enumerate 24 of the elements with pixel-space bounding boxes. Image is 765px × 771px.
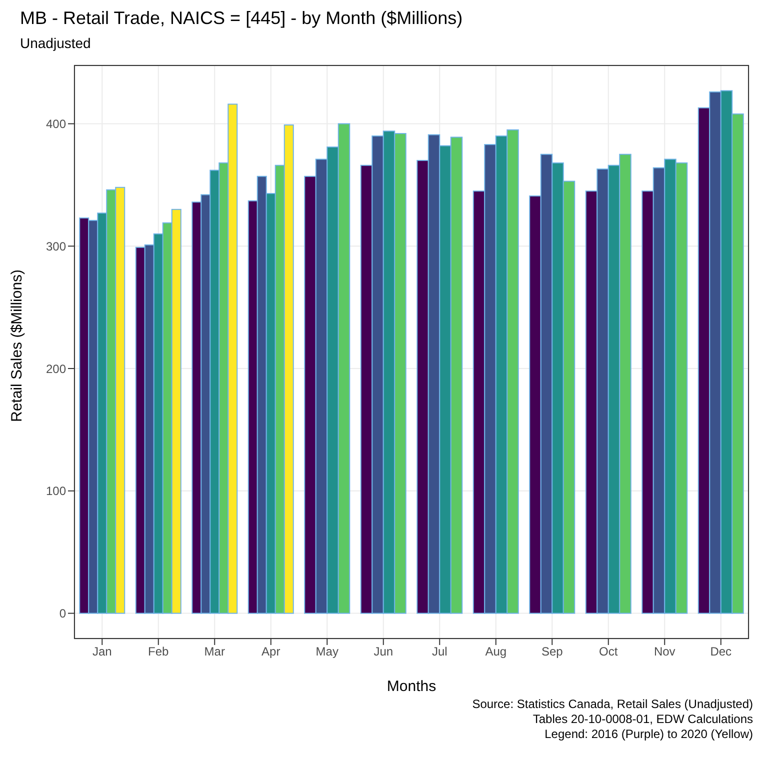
text: Tables 20-10-0008-01, EDW Calculations	[532, 712, 753, 727]
y-tick-label: 0	[59, 606, 66, 621]
source-note: Source: Statistics Canada, Retail Sales (Unadjusted)	[471, 697, 753, 712]
x-tick-label: Jul	[432, 644, 448, 659]
y-tick-label: 100	[46, 484, 66, 498]
x-tick-label: Oct	[599, 644, 618, 659]
x-tick-label: Mar	[204, 644, 225, 659]
x-tick-label: Aug	[485, 644, 507, 659]
x-tick-label: Dec	[710, 644, 732, 659]
x-tick-label: Sep	[541, 644, 564, 659]
y-tick-label: 200	[46, 362, 66, 376]
x-tick-label: Jun	[374, 644, 394, 659]
x-tick-label: Jan	[92, 644, 112, 659]
y-tick-label: 400	[46, 117, 66, 132]
chart-title: MB - Retail Trade, NAICS = [445] - by Month ($Millions)	[20, 8, 464, 29]
x-axis-title: Months	[386, 678, 436, 695]
y-axis-title: Retail Sales ($Millions)	[8, 269, 26, 422]
chart-subtitle: Unadjusted	[20, 35, 92, 51]
y-tick-label: 300	[46, 239, 66, 254]
x-tick-label: Apr	[262, 644, 280, 659]
x-tick-label: Nov	[654, 644, 676, 659]
text: Legend: 2016 (Purple) to 2020 (Yellow)	[544, 727, 753, 742]
x-tick-label: May	[316, 644, 338, 659]
x-tick-label: Feb	[148, 644, 170, 659]
